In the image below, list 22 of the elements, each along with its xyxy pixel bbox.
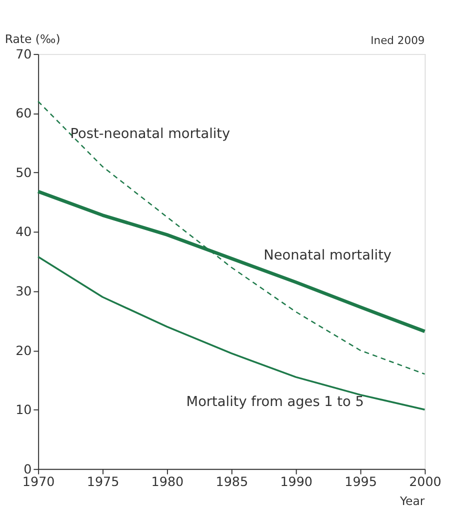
y-tick-label: 60 <box>16 106 32 121</box>
y-tick-label: 0 <box>24 461 32 476</box>
y-tick-label: 40 <box>16 224 32 240</box>
y-tick-label: 50 <box>16 164 32 180</box>
series-label: Neonatal mortality <box>264 247 392 264</box>
series-label: Post-neonatal mortality <box>70 126 230 142</box>
text: Ined 2009 <box>370 34 425 48</box>
x-axis-title: Year <box>398 494 425 508</box>
y-tick-label: 70 <box>16 46 32 62</box>
x-tick-label: 2000 <box>409 474 442 490</box>
x-tick-label: 1970 <box>22 474 55 490</box>
x-tick-label: 1975 <box>86 474 120 490</box>
series-label: Mortality from ages 1 to 5 <box>186 394 364 410</box>
y-tick-label: 20 <box>16 342 32 358</box>
x-tick-label: 1995 <box>344 474 377 490</box>
x-tick-label: 1985 <box>216 474 248 490</box>
x-tick-label: 1990 <box>280 474 312 490</box>
y-tick-label: 30 <box>16 283 32 298</box>
y-tick-label: 10 <box>16 402 32 418</box>
x-tick-label: 1980 <box>151 474 184 490</box>
y-axis-title: Rate (‰) <box>4 32 60 46</box>
line-series <box>37 100 426 375</box>
